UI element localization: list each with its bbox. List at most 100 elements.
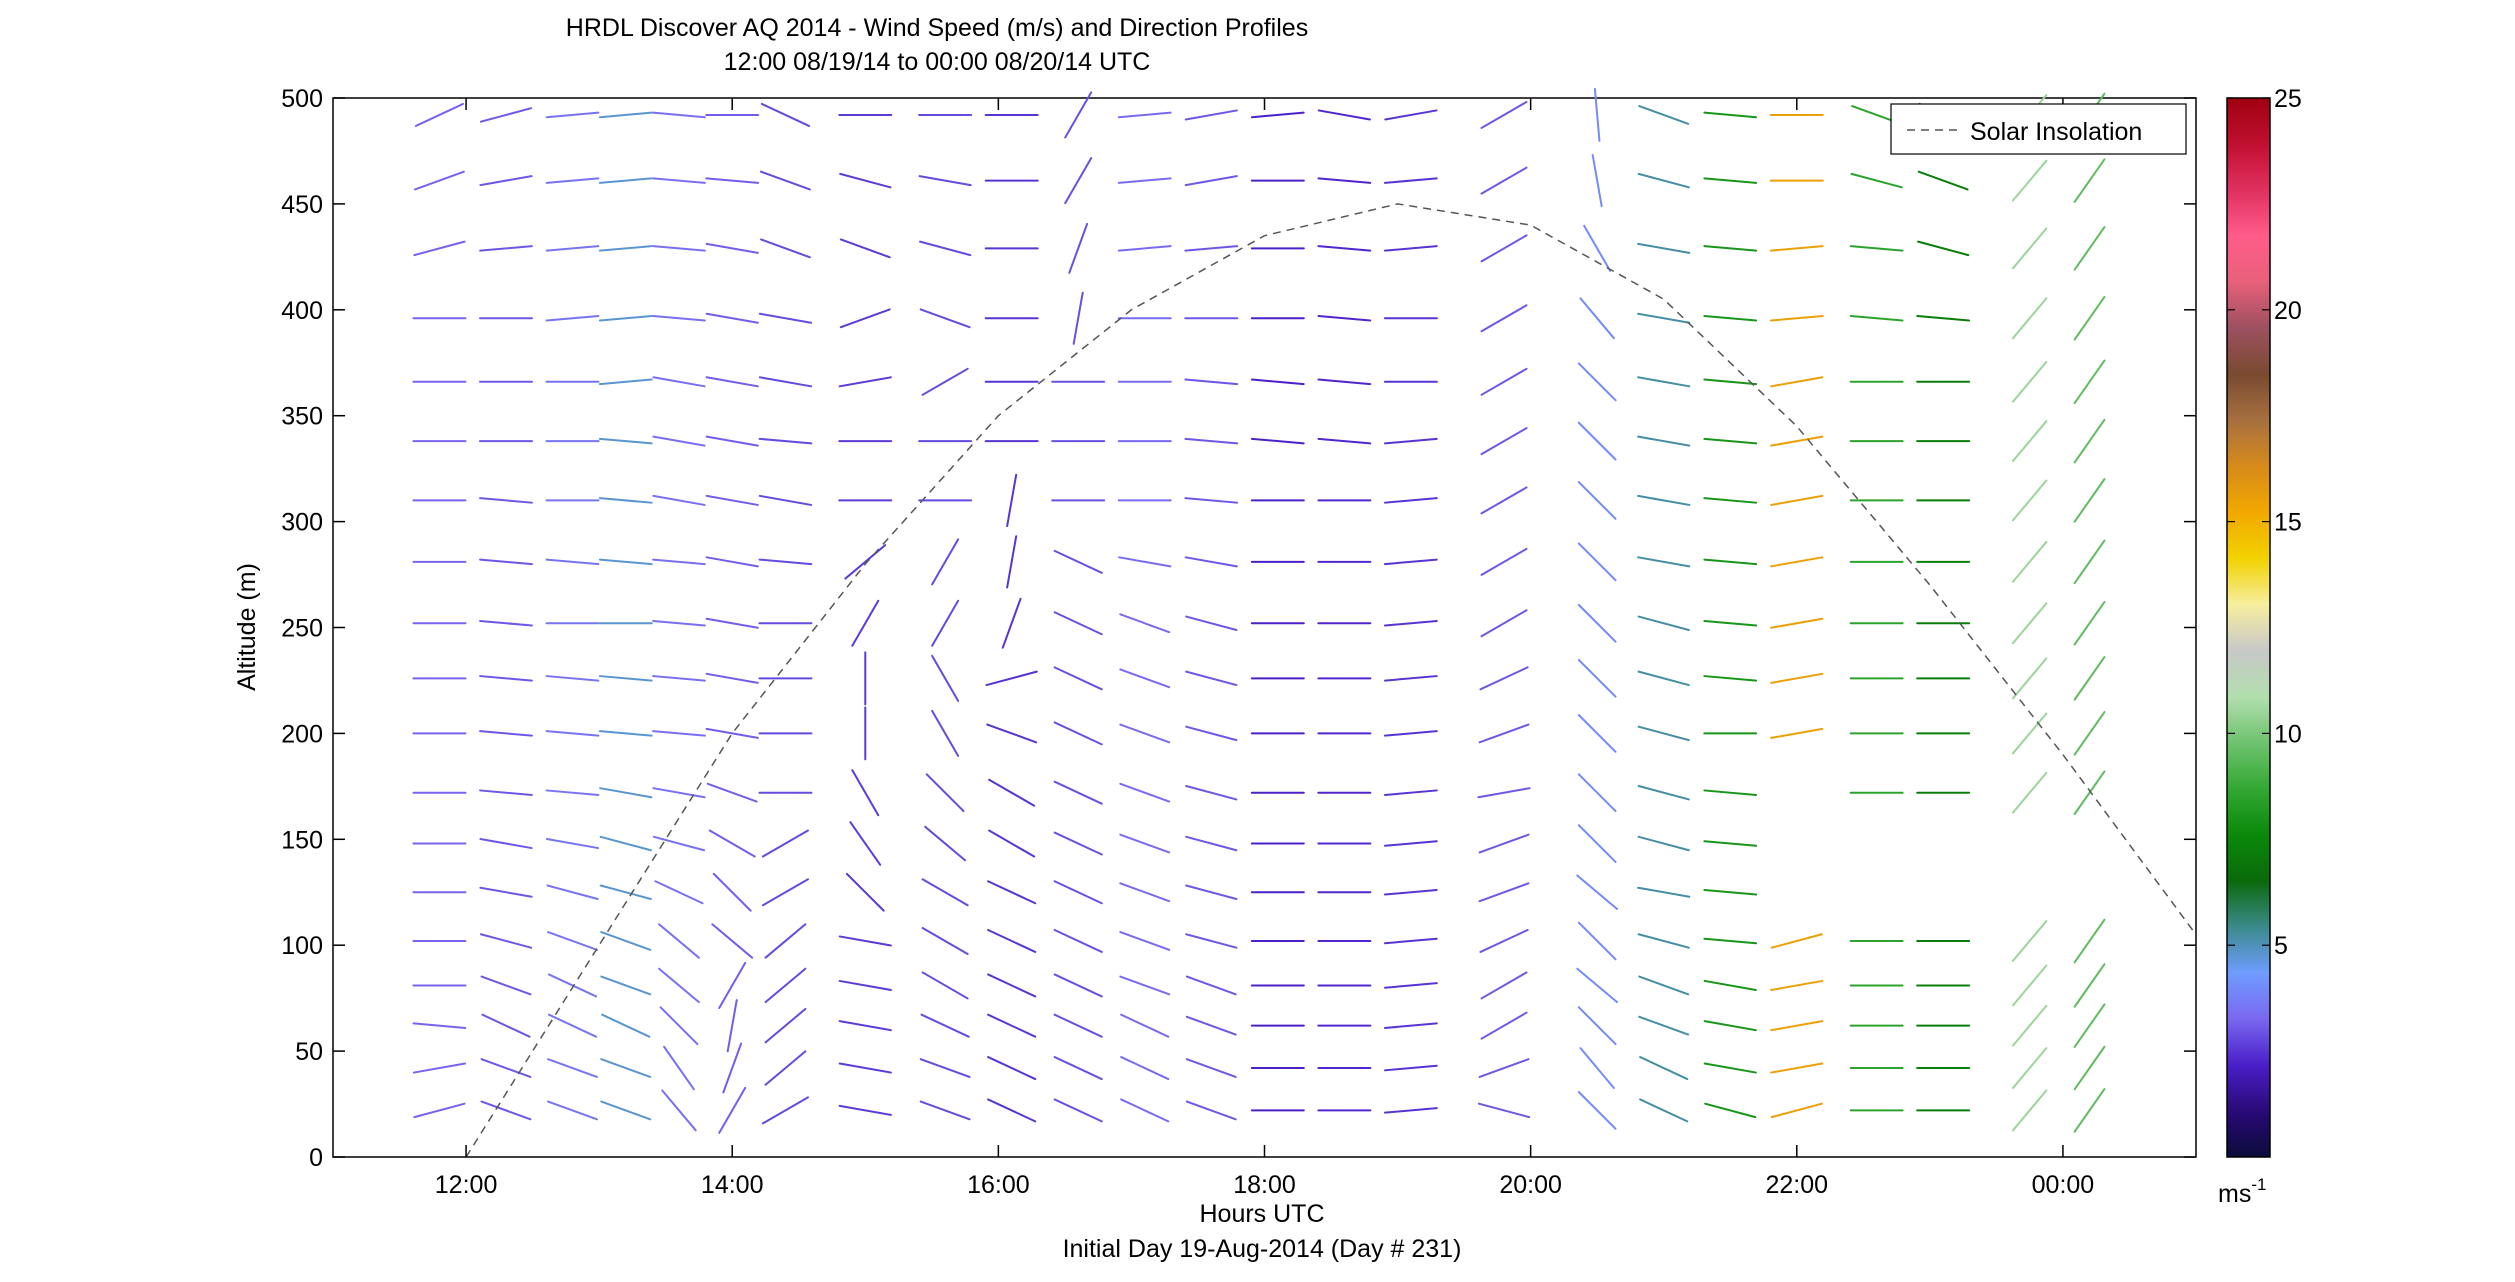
wind-barb (1638, 105, 1690, 125)
wind-barb (1703, 111, 1758, 119)
wind-barb (2011, 420, 2048, 463)
wind-barb (2011, 479, 2048, 522)
wind-barb (838, 1020, 892, 1032)
wind-barb (838, 1062, 892, 1074)
wind-barb (1006, 473, 1018, 528)
wind-barb (1184, 378, 1239, 386)
colorbar-unit: ms-1 (2218, 1175, 2266, 1208)
wind-barb (758, 494, 813, 506)
wind-barb (652, 315, 706, 322)
wind-barb (2011, 602, 2048, 645)
wind-barb (919, 1058, 971, 1078)
solar-insolation-line (465, 203, 2197, 1158)
wind-barb (1185, 615, 1238, 631)
wind-barb (1480, 234, 1528, 263)
wind-barb (705, 312, 759, 324)
wind-barb (987, 880, 1037, 905)
wind-barb (1770, 1062, 1824, 1074)
wind-barb (652, 787, 706, 799)
wind-barb (987, 928, 1037, 953)
wind-barb (652, 111, 706, 119)
wind-barb (412, 1022, 467, 1029)
wind-barb (2073, 656, 2106, 701)
y-tick-label: 350 (281, 403, 323, 431)
wind-barb (2011, 297, 2048, 340)
wind-barb (1770, 494, 1824, 506)
wind-barb (598, 558, 653, 566)
wind-barb (712, 872, 752, 912)
wind-barb (1068, 222, 1089, 274)
wind-barb (718, 1086, 747, 1134)
wind-barb (1317, 109, 1371, 121)
wind-barb (1185, 933, 1238, 949)
colorbar-unit-exponent: -1 (2251, 1175, 2266, 1194)
wind-barb (921, 878, 969, 907)
wind-barb (838, 935, 892, 947)
wind-barb (2011, 771, 2048, 814)
wind-barb (705, 435, 759, 447)
wind-barb (1480, 547, 1528, 576)
wind-barb (1577, 603, 1617, 643)
wind-barb (705, 672, 759, 684)
legend: Solar Insolation (1890, 103, 2187, 155)
wind-barb (1006, 535, 1018, 589)
wind-barb (919, 308, 971, 329)
wind-barb (598, 437, 653, 445)
wind-barb (1703, 789, 1758, 796)
wind-barb (1703, 378, 1758, 386)
wind-barb (1480, 1011, 1528, 1040)
wind-barb (479, 933, 533, 949)
wind-barb (479, 497, 533, 504)
x-tick-label: 20:00 (1499, 1171, 1562, 1199)
wind-barb (547, 1013, 598, 1038)
wind-barb (1383, 888, 1438, 896)
wind-barb (1185, 725, 1238, 742)
wind-barb (479, 675, 533, 682)
wind-barb (480, 1100, 532, 1121)
wind-barb (652, 494, 706, 506)
wind-barb (851, 769, 880, 817)
wind-barb (1577, 481, 1617, 520)
wind-barb (652, 376, 706, 388)
wind-barb (1184, 175, 1238, 187)
wind-barb (931, 709, 960, 757)
wind-barb (545, 730, 600, 737)
wind-barb (1577, 421, 1617, 461)
wind-barb (1120, 1098, 1170, 1123)
wind-barb (1053, 1056, 1103, 1081)
wind-barb (2011, 1004, 2048, 1047)
wind-barb (1383, 1064, 1438, 1072)
y-tick-label: 0 (309, 1144, 323, 1172)
wind-barb (479, 789, 533, 796)
wind-barb (479, 558, 533, 566)
wind-barb (839, 172, 892, 189)
wind-barb (1478, 723, 1530, 744)
wind-barb (1577, 1091, 1617, 1130)
wind-barb (919, 1100, 971, 1121)
wind-barb (2073, 1088, 2106, 1133)
wind-barb (761, 1096, 809, 1125)
wind-barb (2073, 1003, 2106, 1048)
wind-barb (1053, 721, 1103, 746)
wind-barb (1769, 245, 1824, 252)
wind-barb (838, 376, 892, 388)
wind-barb (1383, 840, 1438, 847)
x-tick-label: 14:00 (701, 1171, 764, 1199)
y-tick-label: 150 (281, 826, 323, 854)
wind-barb (921, 971, 969, 1000)
wind-barb (1769, 315, 1824, 322)
wind-barb (480, 975, 532, 996)
wind-barb (1383, 1107, 1438, 1114)
wind-barb (598, 315, 653, 322)
wind-barb (661, 1089, 697, 1132)
wind-barb (987, 1013, 1037, 1038)
wind-barb (1703, 497, 1758, 504)
wind-barb (1250, 378, 1305, 386)
wind-barb (1770, 672, 1824, 684)
wind-barb (925, 773, 965, 813)
wind-barb (1383, 245, 1438, 252)
wind-barb (1185, 884, 1238, 900)
wind-barb (758, 376, 813, 388)
wind-barb (920, 1013, 970, 1038)
colorbar-tick-label: 5 (2274, 932, 2288, 960)
